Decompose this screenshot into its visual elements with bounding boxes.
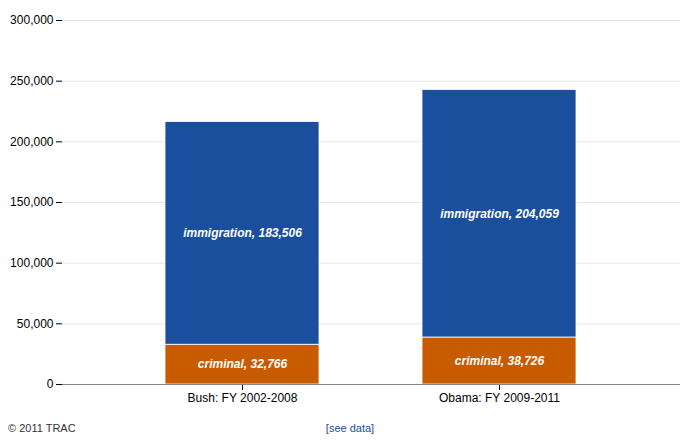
html-text:© 2011 TRAC: © 2011 TRAC (8, 422, 76, 434)
svg-text:0: 0 (47, 377, 54, 391)
html-text:[see data]: [see data] (325, 422, 375, 434)
svg-text:Bush: FY 2002-2008: Bush: FY 2002-2008 (188, 391, 298, 405)
svg-text:150,000: 150,000 (10, 195, 54, 209)
svg-text:250,000: 250,000 (10, 74, 54, 88)
svg-text:50,000: 50,000 (17, 317, 54, 331)
svg-text:100,000: 100,000 (10, 256, 54, 270)
svg-text:Obama: FY 2009-2011: Obama: FY 2009-2011 (439, 391, 560, 405)
svg-text:immigration, 204,059: immigration, 204,059 (440, 207, 559, 221)
svg-text:criminal, 32,766: criminal, 32,766 (198, 357, 288, 371)
svg-text:200,000: 200,000 (10, 135, 54, 149)
svg-text:criminal, 38,726: criminal, 38,726 (455, 354, 545, 368)
svg-text:immigration, 183,506: immigration, 183,506 (183, 226, 302, 240)
svg-text:300,000: 300,000 (10, 13, 54, 27)
